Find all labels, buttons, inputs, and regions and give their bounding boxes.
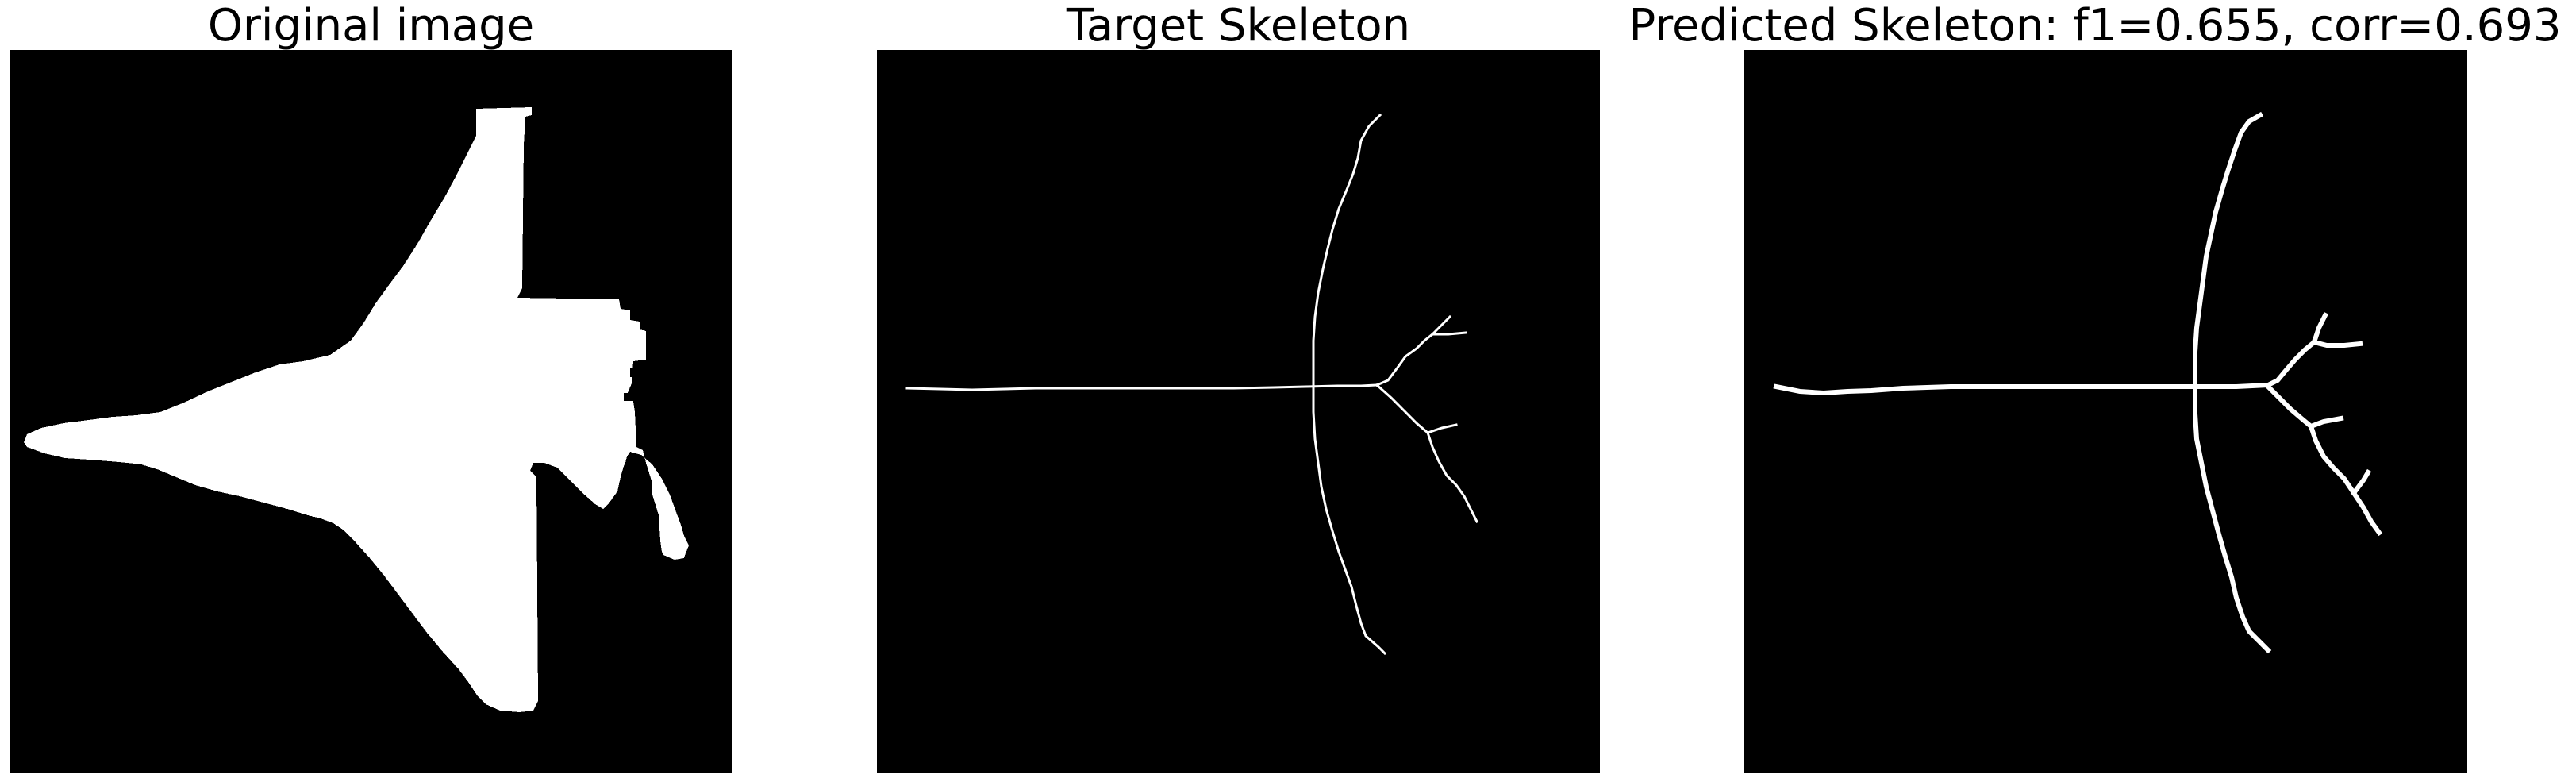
predicted-skeleton-image <box>1773 111 2383 654</box>
predicted-skeleton-tail-upper <box>2264 338 2318 389</box>
target-skeleton-tail-lower <box>1375 383 1430 435</box>
predicted-skeleton-tail-upper-fork-b <box>2311 339 2363 348</box>
target-skeleton-tail-lower-fork-b <box>1426 431 1479 524</box>
predicted-skeleton-fuselage <box>1773 382 2271 396</box>
predicted-skeleton-wing-upper <box>2193 111 2264 391</box>
target-skeleton-fuselage <box>905 383 1378 391</box>
predicted-skeleton-title: Predicted Skeleton: f1=0.655, corr=0.693 <box>1628 0 2562 52</box>
target-skeleton-panel <box>877 50 1600 773</box>
silhouette-notch <box>630 368 636 377</box>
airplane-silhouette-image <box>24 107 689 712</box>
target-skeleton-title: Target Skeleton <box>1066 0 1411 52</box>
predicted-skeleton-tail-lower-spur <box>2350 468 2372 497</box>
original-image-title: Original image <box>207 0 535 52</box>
target-skeleton-image <box>905 113 1479 656</box>
original-image-panel <box>10 50 732 773</box>
target-skeleton-tail-upper-fork-a <box>1430 314 1452 337</box>
target-skeleton-wing-upper <box>1312 113 1382 388</box>
airplane-silhouette <box>24 107 689 712</box>
predicted-skeleton-tail-lower-fork-a <box>2308 415 2344 430</box>
predicted-skeleton-panel <box>1744 50 2467 773</box>
predicted-skeleton-tail-lower <box>2264 383 2315 430</box>
target-skeleton-tail-lower-fork-a <box>1426 423 1458 434</box>
target-skeleton-tail-upper <box>1375 332 1435 387</box>
predicted-skeleton-tail-upper-fork-a <box>2311 311 2329 345</box>
silhouette-notch <box>624 393 635 401</box>
target-skeleton-wing-lower <box>1312 385 1387 656</box>
predicted-skeleton-tail-lower-fork-b <box>2308 423 2383 537</box>
target-skeleton-tail-upper-fork-b <box>1431 331 1467 336</box>
predicted-skeleton-wing-lower <box>2193 386 2272 654</box>
